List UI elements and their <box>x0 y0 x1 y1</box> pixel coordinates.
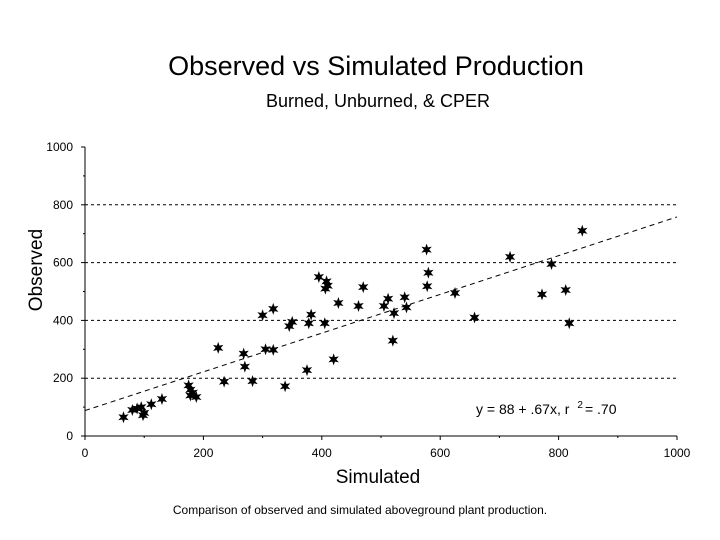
data-point <box>358 281 369 294</box>
y-tick-label: 200 <box>53 371 73 385</box>
data-point <box>423 266 434 279</box>
data-point <box>378 299 390 312</box>
axes <box>84 147 677 437</box>
data-point <box>560 284 571 297</box>
data-point <box>382 292 394 305</box>
data-point <box>260 343 271 356</box>
data-point <box>303 317 314 330</box>
y-tick-label: 0 <box>66 429 73 443</box>
x-tick-label: 200 <box>193 446 213 460</box>
data-point <box>449 286 461 299</box>
y-tick-label: 1000 <box>46 140 73 154</box>
data-point <box>333 297 344 310</box>
axis-ticks: 0 200 400 600 800 1000 0 200 400 600 800 1000 <box>46 140 690 460</box>
x-tick-label: 1000 <box>664 446 691 460</box>
data-point <box>421 280 433 293</box>
data-point <box>301 364 313 377</box>
y-tick-label: 800 <box>53 198 73 212</box>
data-point <box>322 279 333 292</box>
x-tick-label: 600 <box>430 446 450 460</box>
data-point <box>137 409 149 422</box>
data-point <box>319 317 330 330</box>
data-point <box>136 401 147 414</box>
data-point <box>131 402 143 415</box>
x-tick-label: 400 <box>312 446 332 460</box>
y-tick-label: 600 <box>53 256 73 270</box>
x-axis-label: Simulated <box>336 467 421 488</box>
data-point <box>268 302 279 315</box>
data-point <box>321 275 332 288</box>
data-point <box>156 393 168 406</box>
data-point <box>247 375 258 388</box>
data-point <box>118 411 129 424</box>
equation-suffix: = .70 <box>585 401 617 417</box>
y-axis-label: Observed <box>26 229 47 311</box>
data-point <box>183 379 194 392</box>
data-point <box>213 341 224 354</box>
data-point <box>218 375 230 388</box>
data-point <box>313 271 325 284</box>
data-point <box>469 311 480 324</box>
data-point <box>185 389 196 402</box>
data-point <box>268 343 279 356</box>
data-point <box>239 360 251 373</box>
data-point <box>536 288 548 301</box>
data-points <box>118 224 588 424</box>
data-point <box>387 334 399 347</box>
data-point <box>388 307 400 320</box>
data-point <box>546 258 557 271</box>
data-point <box>279 380 291 393</box>
data-point <box>564 317 575 330</box>
data-point <box>127 403 138 416</box>
data-point <box>399 291 410 304</box>
data-point <box>187 386 198 399</box>
data-point <box>146 398 157 411</box>
equation-superscript: 2 <box>577 400 583 411</box>
regression-equation: y = 88 + .67x, r 2 = .70 <box>476 400 617 417</box>
data-point <box>320 282 331 295</box>
data-point <box>238 347 249 360</box>
gridlines <box>85 204 677 379</box>
data-point <box>353 299 364 312</box>
data-point <box>421 243 432 256</box>
x-tick-label: 0 <box>82 446 89 460</box>
data-point <box>401 301 412 314</box>
data-point <box>305 308 317 321</box>
figure-caption: Comparison of observed and simulated abo… <box>172 503 548 517</box>
data-point <box>257 309 268 322</box>
data-point <box>287 315 298 328</box>
chart-subtitle: Burned, Unburned, & CPER <box>265 91 491 111</box>
regression-line <box>84 216 678 412</box>
data-point <box>328 353 339 366</box>
data-point <box>504 250 516 263</box>
data-point <box>191 390 202 403</box>
equation-prefix: y = 88 + .67x, r <box>476 401 570 417</box>
chart-title: Observed vs Simulated Production <box>168 51 584 81</box>
data-point <box>284 320 295 333</box>
x-tick-label: 800 <box>549 446 569 460</box>
data-point <box>577 224 588 237</box>
y-tick-label: 400 <box>53 313 73 327</box>
